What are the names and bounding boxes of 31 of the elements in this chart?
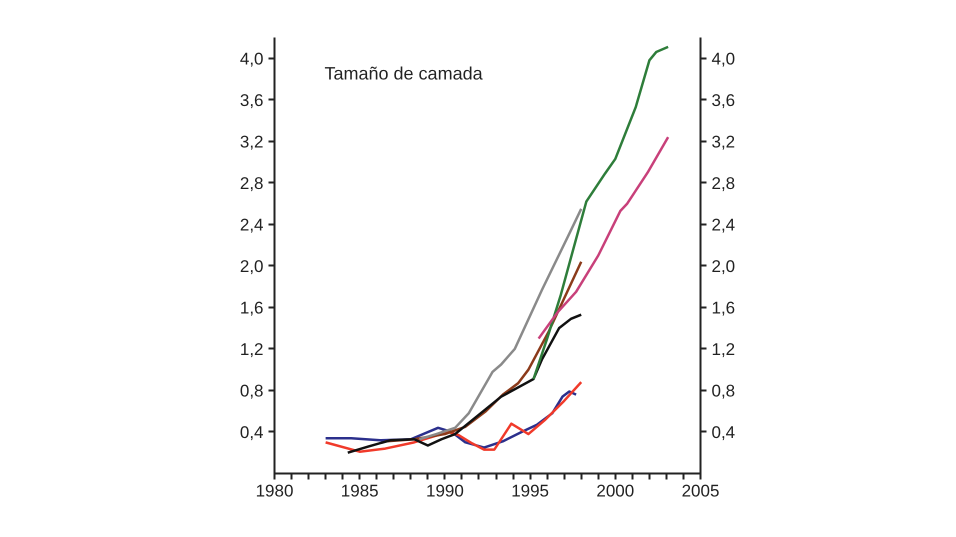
y-tick-label: 2,4 (240, 215, 264, 234)
y2-tick-label: 0,4 (712, 422, 736, 442)
y2-tick-label: 4,0 (712, 49, 736, 68)
y2-tick-label: 3,2 (712, 132, 736, 152)
y-tick-label: 3,6 (240, 90, 264, 110)
y2-tick-label: 1,2 (712, 340, 736, 359)
y-tick-label: 2,8 (240, 174, 264, 193)
line-series (418, 208, 582, 440)
text: Tamaño de camada (324, 64, 484, 84)
y-tick-label: 4,0 (240, 49, 264, 68)
line-series (537, 136, 670, 340)
y-tick-label: 1,2 (240, 340, 264, 359)
y2-tick-label: 0,8 (712, 381, 736, 400)
x-tick-label: 1990 (426, 482, 464, 500)
y2-tick-label: 2,0 (712, 256, 736, 276)
line-series (532, 46, 670, 380)
x-tick-label: 1985 (340, 482, 379, 500)
y-tick-label: 0,4 (240, 422, 264, 442)
x-tick-label: 2005 (682, 482, 720, 500)
y2-tick-label: 3,6 (712, 90, 736, 110)
y2-tick-label: 2,8 (712, 174, 736, 193)
y-tick-label: 3,2 (240, 132, 264, 152)
y-tick-label: 2,0 (240, 256, 264, 276)
y2-tick-label: 2,4 (712, 215, 736, 234)
x-tick-label: 1995 (511, 482, 550, 500)
y-tick-label: 1,6 (240, 298, 264, 318)
y-tick-label: 0,8 (240, 381, 264, 400)
y2-tick-label: 1,6 (712, 298, 736, 318)
x-tick-label: 1980 (256, 482, 294, 500)
x-tick-label: 2000 (596, 482, 634, 500)
line-series (346, 313, 582, 454)
